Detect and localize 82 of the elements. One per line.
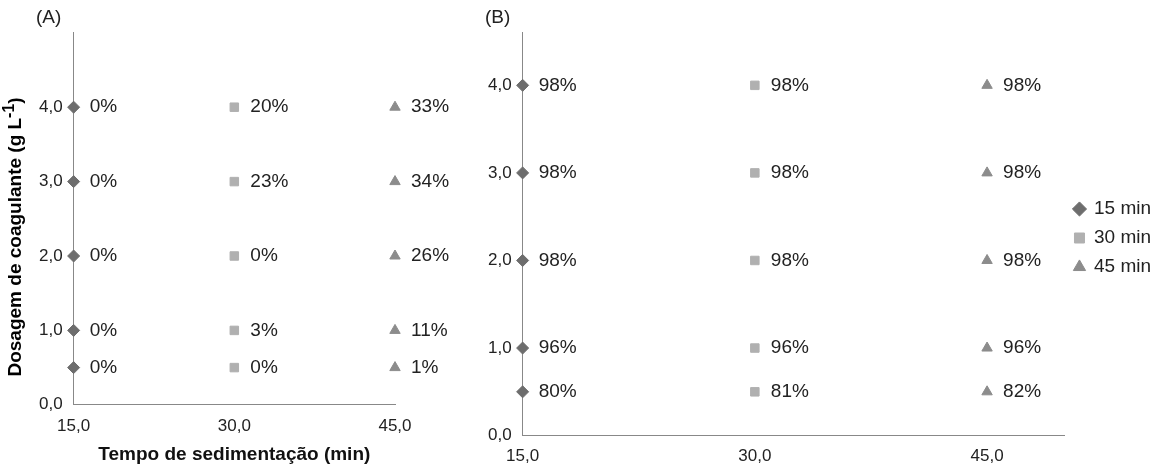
point bbox=[516, 166, 530, 180]
annotation: 0% bbox=[89, 318, 118, 340]
annotation: 0% bbox=[89, 95, 118, 117]
annotation: 11% bbox=[411, 318, 448, 340]
annotation: 20% bbox=[250, 95, 289, 117]
x-tick-label: 15,0 bbox=[506, 446, 540, 466]
point bbox=[389, 175, 401, 186]
y-tick-label: 4,0 bbox=[38, 96, 63, 116]
x-tick-label: 30,0 bbox=[738, 446, 772, 466]
x-tick-label: 45,0 bbox=[970, 446, 1004, 466]
annotation: 98% bbox=[538, 248, 577, 270]
y-tick-label: 0,0 bbox=[487, 425, 512, 445]
point bbox=[229, 251, 240, 261]
point bbox=[750, 80, 760, 91]
annotation: 80% bbox=[538, 380, 577, 402]
point bbox=[229, 362, 240, 373]
annotation: 82% bbox=[1003, 380, 1042, 402]
annotation: 96% bbox=[1003, 336, 1042, 358]
annotation: 0% bbox=[250, 355, 278, 377]
y-tick-label: 1,0 bbox=[487, 337, 512, 357]
point bbox=[389, 100, 401, 111]
chart-title: (A) bbox=[36, 5, 62, 27]
point bbox=[750, 343, 760, 353]
x-tick-label: 45,0 bbox=[378, 415, 412, 435]
point bbox=[229, 325, 240, 336]
point bbox=[67, 100, 81, 114]
point bbox=[516, 385, 530, 399]
annotation: 34% bbox=[411, 169, 450, 191]
point bbox=[389, 249, 401, 260]
point bbox=[516, 78, 530, 92]
point bbox=[981, 341, 993, 352]
point bbox=[67, 249, 81, 263]
point bbox=[67, 323, 81, 337]
point bbox=[981, 166, 993, 177]
annotation: 26% bbox=[411, 244, 450, 266]
y-tick-label: 2,0 bbox=[38, 245, 63, 265]
y-tick-label: 2,0 bbox=[487, 250, 512, 270]
annotation: 98% bbox=[770, 73, 809, 95]
x-tick-label: 30,0 bbox=[217, 415, 251, 435]
annotation: 0% bbox=[89, 244, 118, 266]
annotation: 96% bbox=[770, 336, 809, 358]
point bbox=[750, 168, 760, 178]
annotation: 3% bbox=[250, 318, 278, 340]
point bbox=[981, 385, 993, 396]
annotation: 0% bbox=[89, 169, 118, 191]
x-tick-label: 15,0 bbox=[57, 415, 91, 435]
annotation: 98% bbox=[770, 161, 809, 183]
y-tick-label: 3,0 bbox=[487, 162, 512, 182]
annotation: 98% bbox=[538, 73, 577, 95]
point bbox=[981, 78, 993, 89]
annotation: 98% bbox=[538, 161, 577, 183]
point bbox=[389, 361, 401, 372]
annotation: 81% bbox=[770, 380, 809, 402]
annotation: 98% bbox=[1003, 73, 1042, 95]
legend-label: 30 min bbox=[1093, 226, 1151, 248]
point bbox=[67, 175, 81, 189]
chart-title: (B) bbox=[485, 5, 511, 27]
y-tick-label: 0,0 bbox=[38, 394, 63, 414]
annotation: 1% bbox=[411, 355, 439, 377]
point bbox=[229, 176, 240, 187]
point bbox=[389, 323, 401, 334]
annotation: 98% bbox=[770, 248, 809, 270]
annotation: 23% bbox=[250, 169, 289, 191]
point bbox=[981, 253, 993, 264]
annotation: 33% bbox=[411, 95, 450, 117]
point bbox=[67, 361, 81, 375]
point bbox=[516, 253, 530, 267]
annotation: 0% bbox=[89, 355, 118, 377]
annotation: 98% bbox=[1003, 248, 1042, 270]
point bbox=[750, 387, 760, 397]
legend-label: 45 min bbox=[1093, 255, 1151, 277]
annotation: 96% bbox=[538, 336, 577, 358]
annotation: 0% bbox=[250, 244, 278, 266]
legend-label: 15 min bbox=[1093, 197, 1151, 219]
point bbox=[750, 255, 760, 266]
point bbox=[516, 341, 530, 355]
y-tick-label: 3,0 bbox=[38, 171, 63, 191]
annotation: 98% bbox=[1003, 161, 1042, 183]
y-tick-label: 1,0 bbox=[38, 320, 63, 340]
x-axis-title: Tempo de sedimentação (min) bbox=[98, 442, 371, 464]
point bbox=[229, 102, 240, 112]
y-tick-label: 4,0 bbox=[487, 75, 512, 95]
